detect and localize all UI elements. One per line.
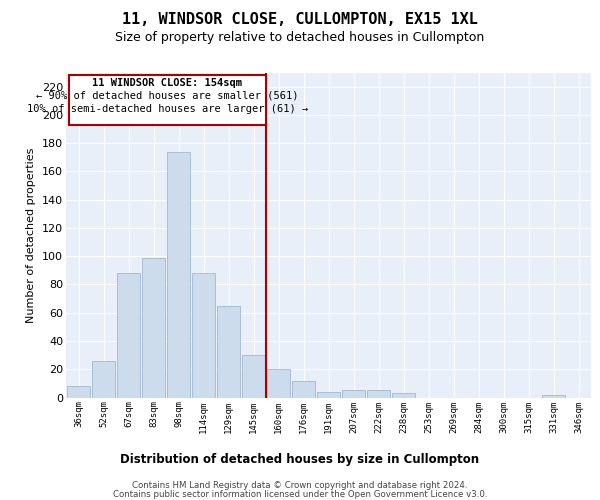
FancyBboxPatch shape xyxy=(68,76,266,125)
Text: 11, WINDSOR CLOSE, CULLOMPTON, EX15 1XL: 11, WINDSOR CLOSE, CULLOMPTON, EX15 1XL xyxy=(122,12,478,28)
Bar xyxy=(267,369,290,398)
Y-axis label: Number of detached properties: Number of detached properties xyxy=(26,148,37,322)
Text: Contains public sector information licensed under the Open Government Licence v3: Contains public sector information licen… xyxy=(113,490,487,499)
Bar xyxy=(67,386,90,398)
Bar xyxy=(167,152,190,398)
Bar xyxy=(142,258,165,398)
Bar xyxy=(242,355,265,398)
Bar xyxy=(292,380,315,398)
Text: 10% of semi-detached houses are larger (61) →: 10% of semi-detached houses are larger (… xyxy=(26,104,308,114)
Bar xyxy=(117,273,140,398)
Bar xyxy=(342,390,365,398)
Text: 11 WINDSOR CLOSE: 154sqm: 11 WINDSOR CLOSE: 154sqm xyxy=(92,78,242,88)
Bar xyxy=(92,361,115,398)
Bar xyxy=(217,306,240,398)
Text: Distribution of detached houses by size in Cullompton: Distribution of detached houses by size … xyxy=(121,452,479,466)
Text: ← 90% of detached houses are smaller (561): ← 90% of detached houses are smaller (56… xyxy=(36,91,299,101)
Text: Contains HM Land Registry data © Crown copyright and database right 2024.: Contains HM Land Registry data © Crown c… xyxy=(132,481,468,490)
Bar xyxy=(192,273,215,398)
Bar xyxy=(317,392,340,398)
Bar xyxy=(392,394,415,398)
Bar xyxy=(542,394,565,398)
Text: Size of property relative to detached houses in Cullompton: Size of property relative to detached ho… xyxy=(115,31,485,44)
Bar xyxy=(367,390,390,398)
